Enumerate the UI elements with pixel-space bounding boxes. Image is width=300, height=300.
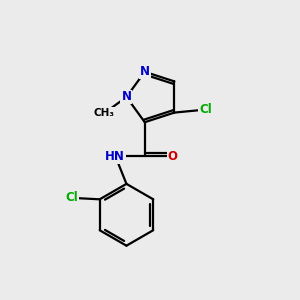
Text: N: N	[140, 65, 150, 78]
Text: Cl: Cl	[199, 103, 212, 116]
Text: N: N	[122, 91, 131, 103]
Text: Cl: Cl	[65, 191, 78, 204]
Text: HN: HN	[105, 150, 125, 163]
Text: CH₃: CH₃	[94, 108, 115, 118]
Text: O: O	[168, 150, 178, 163]
